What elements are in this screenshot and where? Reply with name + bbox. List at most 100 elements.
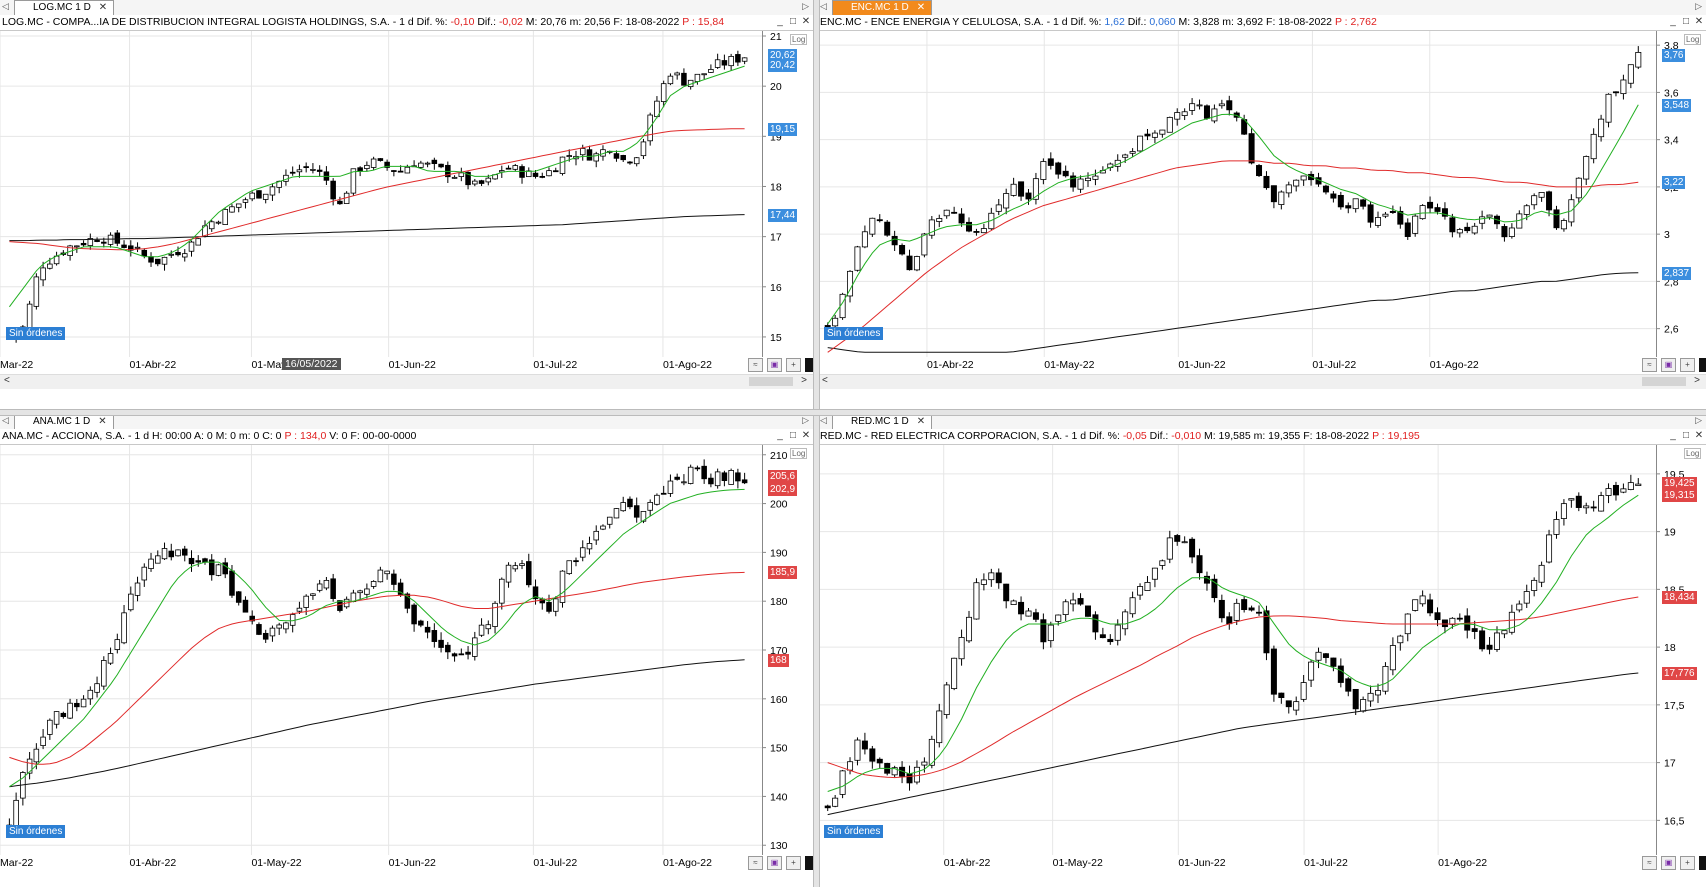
candle-body bbox=[377, 158, 384, 161]
scroll-thumb[interactable] bbox=[1642, 377, 1686, 386]
save-icon[interactable]: ▣ bbox=[767, 358, 782, 372]
candle-body bbox=[519, 166, 525, 178]
close-icon[interactable]: ✕ bbox=[98, 2, 108, 13]
autoscale-icon[interactable]: ≈ bbox=[748, 856, 763, 870]
price-chart[interactable] bbox=[818, 445, 1656, 855]
scroll-thumb[interactable] bbox=[749, 377, 793, 386]
candle-body bbox=[640, 510, 647, 522]
candle-body bbox=[1598, 118, 1605, 138]
autoscale-icon[interactable]: ≈ bbox=[1642, 358, 1657, 372]
horizontal-scrollbar[interactable]: < > bbox=[0, 374, 813, 389]
tab-scroll-left-icon[interactable]: ◁ bbox=[2, 415, 9, 425]
y-tick-label: 18 bbox=[1664, 642, 1676, 654]
horizontal-splitter[interactable] bbox=[0, 409, 1706, 416]
tab-scroll-right-icon[interactable]: ▷ bbox=[802, 415, 809, 425]
minimize-icon[interactable]: _ bbox=[777, 16, 783, 27]
candle-body bbox=[1508, 611, 1515, 633]
close-window-icon[interactable]: ✕ bbox=[1694, 16, 1704, 27]
candle-body bbox=[512, 565, 519, 570]
minimize-icon[interactable]: _ bbox=[1670, 430, 1676, 441]
y-tick-label: 17 bbox=[1664, 758, 1676, 770]
price-chart[interactable] bbox=[818, 31, 1656, 357]
candle-body bbox=[1560, 503, 1567, 519]
tab-scroll-left-icon[interactable]: ◁ bbox=[820, 415, 827, 425]
minimize-icon[interactable]: _ bbox=[1670, 16, 1676, 27]
close-icon[interactable]: ✕ bbox=[916, 2, 926, 13]
candle-body bbox=[654, 494, 660, 505]
candle-body bbox=[1620, 488, 1627, 493]
tab-ana[interactable]: ANA.MC 1 D ✕ bbox=[14, 414, 114, 429]
restore-icon[interactable]: □ bbox=[789, 16, 797, 27]
color-mode-icon[interactable] bbox=[805, 358, 813, 372]
candle-body bbox=[1084, 605, 1091, 617]
y-tick-label: 180 bbox=[770, 596, 788, 608]
price-chart[interactable] bbox=[0, 31, 762, 357]
candle-body bbox=[681, 481, 687, 484]
close-window-icon[interactable]: ✕ bbox=[1694, 430, 1704, 441]
close-icon[interactable]: ✕ bbox=[916, 416, 926, 427]
candle-body bbox=[424, 162, 431, 165]
color-mode-icon[interactable] bbox=[805, 856, 813, 870]
crosshair-icon[interactable]: + bbox=[1680, 856, 1695, 870]
chart-plot-area[interactable] bbox=[0, 445, 762, 855]
tab-scroll-right-icon[interactable]: ▷ bbox=[802, 1, 809, 11]
restore-icon[interactable]: □ bbox=[789, 430, 797, 441]
save-icon[interactable]: ▣ bbox=[767, 856, 782, 870]
candle-body bbox=[262, 193, 269, 200]
tab-log[interactable]: LOG.MC 1 D ✕ bbox=[14, 0, 115, 15]
scroll-left-icon[interactable]: < bbox=[822, 375, 828, 386]
chart-plot-area[interactable] bbox=[818, 445, 1656, 855]
chart-plot-area[interactable] bbox=[818, 31, 1656, 357]
price-chart[interactable] bbox=[0, 445, 762, 855]
close-icon[interactable]: ✕ bbox=[98, 416, 107, 427]
candle-body bbox=[847, 761, 854, 771]
candle-body bbox=[1352, 688, 1359, 710]
vertical-splitter[interactable] bbox=[813, 0, 820, 887]
candle-body bbox=[674, 72, 680, 76]
price-axis[interactable]: 21 20 19 18 17 16 15 bbox=[762, 31, 810, 357]
tab-scroll-left-icon[interactable]: ◁ bbox=[2, 1, 9, 11]
candle-body bbox=[1226, 100, 1233, 111]
candle-body bbox=[1055, 162, 1062, 175]
tab-scroll-right-icon[interactable]: ▷ bbox=[1695, 415, 1702, 425]
close-window-icon[interactable]: ✕ bbox=[801, 16, 811, 27]
scroll-right-icon[interactable]: > bbox=[1694, 375, 1700, 386]
log-scale-toggle[interactable]: Log bbox=[790, 448, 808, 459]
log-scale-toggle[interactable]: Log bbox=[1684, 448, 1702, 459]
y-tick-label: 16,5 bbox=[1664, 815, 1685, 827]
color-mode-icon[interactable] bbox=[1699, 856, 1706, 870]
restore-icon[interactable]: □ bbox=[1682, 16, 1690, 27]
horizontal-scrollbar[interactable]: < > bbox=[818, 374, 1706, 389]
restore-icon[interactable]: □ bbox=[1682, 430, 1690, 441]
autoscale-icon[interactable]: ≈ bbox=[748, 358, 763, 372]
candle-body bbox=[296, 169, 303, 173]
moving-average-mid bbox=[9, 571, 745, 765]
candle-body bbox=[1099, 634, 1106, 639]
tab-scroll-left-icon[interactable]: ◁ bbox=[820, 1, 827, 11]
candle-body bbox=[485, 624, 492, 630]
candle-body bbox=[1345, 205, 1352, 209]
minimize-icon[interactable]: _ bbox=[777, 430, 783, 441]
chart-plot-area[interactable] bbox=[0, 31, 762, 357]
scroll-right-icon[interactable]: > bbox=[801, 375, 807, 386]
crosshair-icon[interactable]: + bbox=[786, 358, 801, 372]
candle-body bbox=[235, 591, 242, 603]
price-axis[interactable]: 3,83,63,43,232,82,6 bbox=[1656, 31, 1704, 357]
price-axis[interactable]: 210 200 190 180 170 160 150 140 130 bbox=[762, 445, 810, 855]
save-icon[interactable]: ▣ bbox=[1661, 358, 1676, 372]
crosshair-icon[interactable]: + bbox=[1680, 358, 1695, 372]
close-window-icon[interactable]: ✕ bbox=[801, 430, 811, 441]
tab-red[interactable]: RED.MC 1 D ✕ bbox=[832, 414, 933, 429]
scroll-left-icon[interactable]: < bbox=[4, 375, 10, 386]
crosshair-icon[interactable]: + bbox=[786, 856, 801, 870]
save-icon[interactable]: ▣ bbox=[1661, 856, 1676, 870]
autoscale-icon[interactable]: ≈ bbox=[1642, 856, 1657, 870]
log-scale-toggle[interactable]: Log bbox=[1684, 34, 1702, 45]
window-buttons: _ □ ✕ bbox=[775, 16, 811, 27]
log-scale-toggle[interactable]: Log bbox=[790, 34, 808, 45]
color-mode-icon[interactable] bbox=[1699, 358, 1706, 372]
candle-body bbox=[1070, 599, 1077, 605]
tab-scroll-right-icon[interactable]: ▷ bbox=[1695, 1, 1702, 11]
tab-enc[interactable]: ENC.MC 1 D ✕ bbox=[832, 0, 933, 15]
